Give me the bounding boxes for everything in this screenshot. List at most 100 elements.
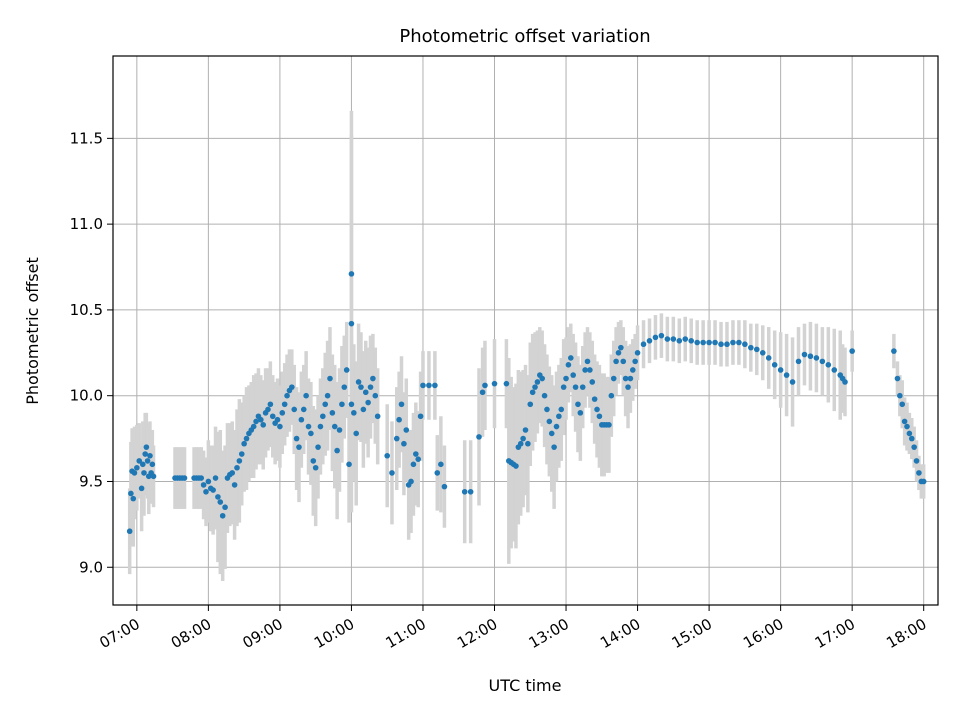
y-axis-title: Photometric offset [23,257,42,405]
chart-title: Photometric offset variation [399,26,650,47]
data-point [215,494,221,500]
data-point [558,406,565,413]
data-point [310,458,317,464]
data-point [589,379,596,385]
data-point [317,423,324,430]
data-point [336,427,343,433]
data-point [777,367,784,373]
data-point [532,384,538,390]
data-point [274,416,281,423]
data-point [522,427,529,433]
data-point [615,350,622,356]
data-point [520,435,526,442]
data-point [253,418,259,425]
data-point [389,470,395,476]
data-point [219,512,226,519]
data-point [541,392,548,399]
data-point [293,435,300,442]
data-point [147,452,153,459]
data-point [563,375,569,382]
error-bars [127,110,926,581]
data-point [610,375,617,382]
data-point [759,350,766,356]
data-point [426,382,432,389]
data-point [748,344,754,351]
data-point [904,423,910,430]
data-point [899,401,906,408]
data-point [289,384,295,390]
x-tick-label: 10:00 [311,615,357,652]
data-point [556,413,562,420]
data-point [730,339,736,346]
y-tick-label: 9.5 [79,472,103,490]
data-point [476,434,482,440]
data-point [134,464,140,471]
data-point [640,341,647,348]
data-point [150,473,157,480]
data-point [217,499,224,505]
x-tick-label: 09:00 [239,615,285,652]
data-point [372,392,379,399]
data-point [128,490,134,497]
data-points [126,271,927,535]
data-point [200,482,207,488]
data-point [258,416,264,423]
data-point [575,401,581,408]
data-point [920,478,927,485]
data-point [420,382,426,389]
data-point [795,358,802,365]
data-point [265,406,271,413]
data-point [260,422,267,428]
data-point [144,458,151,464]
data-point [608,392,615,399]
data-point [813,355,820,361]
data-point [548,430,555,437]
data-point [281,401,288,408]
data-point [742,341,748,348]
data-point [198,475,205,481]
data-point [346,461,352,468]
data-point [491,380,498,387]
data-point [136,458,143,464]
data-point [141,470,147,476]
data-point [517,440,524,447]
data-point [622,375,629,382]
data-point [911,444,917,450]
data-point [901,418,908,425]
data-point [897,392,903,399]
data-point [801,351,808,358]
data-point [513,463,519,469]
y-axis-ticks: 9.0 9.5 10.0 10.5 11.0 11.5 [70,129,113,576]
data-point [434,470,441,476]
data-point [688,337,695,344]
data-point [367,384,374,390]
x-axis-title: UTC time [489,676,562,695]
data-point [140,461,146,468]
data-point [771,362,778,368]
data-point [572,384,579,390]
data-point [284,392,290,399]
data-point [203,488,209,495]
y-tick-label: 10.5 [70,301,103,319]
data-point [126,528,133,535]
data-point [142,451,148,457]
data-point [131,470,138,476]
x-tick-label: 07:00 [96,615,142,652]
data-point [807,353,814,360]
data-point [303,392,309,399]
data-point [503,380,510,387]
data-point [231,482,238,488]
data-point [334,447,340,454]
data-point [652,334,659,341]
data-point [396,416,402,423]
data-point [618,344,624,351]
data-point [706,339,712,346]
data-point [331,423,338,430]
data-point [658,332,665,339]
data-point [438,461,444,468]
x-tick-label: 14:00 [597,615,643,652]
data-point [676,337,683,344]
data-point [210,487,216,493]
data-point [568,355,574,361]
